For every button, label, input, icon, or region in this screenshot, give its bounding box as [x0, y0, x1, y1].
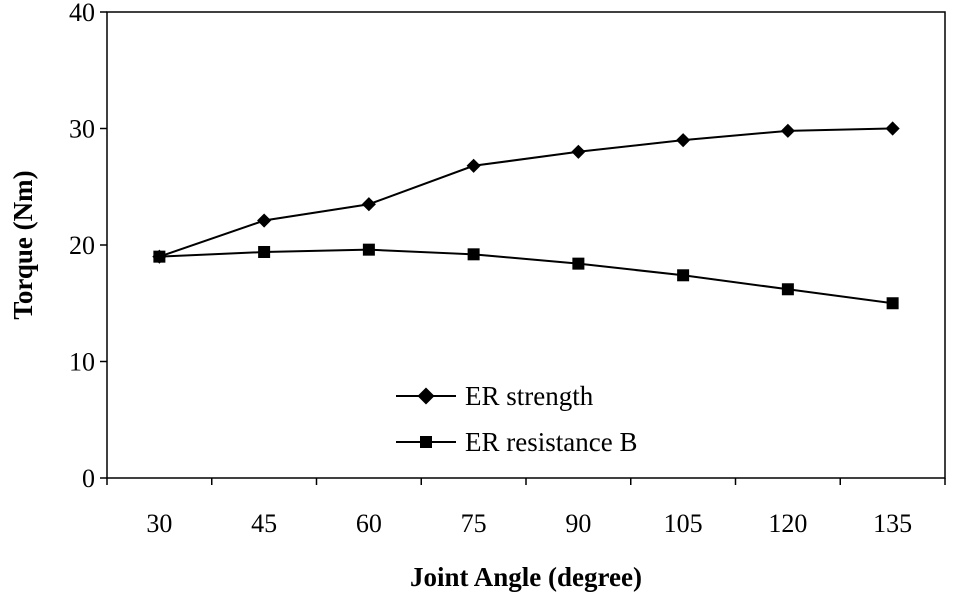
data-point-er-resistance-b — [362, 243, 375, 256]
y-tick-label: 10 — [69, 348, 95, 377]
data-point-er-resistance-b — [572, 257, 585, 270]
x-axis-ticks: 30 45 60 75 90 105 120 135 — [106, 478, 946, 538]
y-axis-ticks: 0 10 20 30 40 — [69, 0, 107, 493]
data-point-er-resistance-b — [886, 297, 899, 310]
legend-marker-diamond — [417, 387, 435, 405]
legend-label-er-strength: ER strength — [465, 381, 594, 411]
y-tick-label: 30 — [69, 115, 95, 144]
series-line-er-resistance-b — [159, 248, 893, 305]
series-layer — [152, 121, 900, 310]
y-tick-label: 40 — [69, 0, 95, 27]
data-point-er-strength — [571, 144, 586, 159]
data-point-er-strength — [361, 197, 376, 212]
y-tick-label: 20 — [69, 231, 95, 260]
data-point-er-resistance-b — [677, 269, 690, 282]
data-point-er-resistance-b — [153, 250, 166, 263]
x-tick-label: 105 — [664, 509, 703, 538]
x-tick-label: 30 — [146, 509, 172, 538]
legend-marker-square — [420, 436, 432, 448]
y-tick-label: 0 — [82, 464, 95, 493]
x-tick-label: 135 — [873, 509, 912, 538]
x-tick-label: 90 — [565, 509, 591, 538]
data-point-er-strength — [257, 213, 272, 228]
data-point-er-strength — [780, 123, 795, 138]
y-axis-title: Torque (Nm) — [8, 170, 38, 319]
x-tick-label: 45 — [251, 509, 277, 538]
data-point-er-resistance-b — [467, 248, 480, 261]
x-tick-label: 75 — [461, 509, 487, 538]
x-tick-label: 60 — [356, 509, 382, 538]
series-line-er-strength — [159, 127, 893, 258]
legend: ER strength ER resistance B — [396, 381, 637, 457]
data-point-er-strength — [466, 158, 481, 173]
x-tick-label: 120 — [768, 509, 807, 538]
data-point-er-strength — [885, 121, 900, 136]
data-point-er-strength — [676, 133, 691, 148]
data-point-er-resistance-b — [258, 245, 271, 258]
data-point-er-resistance-b — [781, 283, 794, 296]
legend-label-er-resistance-b: ER resistance B — [465, 427, 637, 457]
x-axis-title: Joint Angle (degree) — [410, 562, 642, 592]
